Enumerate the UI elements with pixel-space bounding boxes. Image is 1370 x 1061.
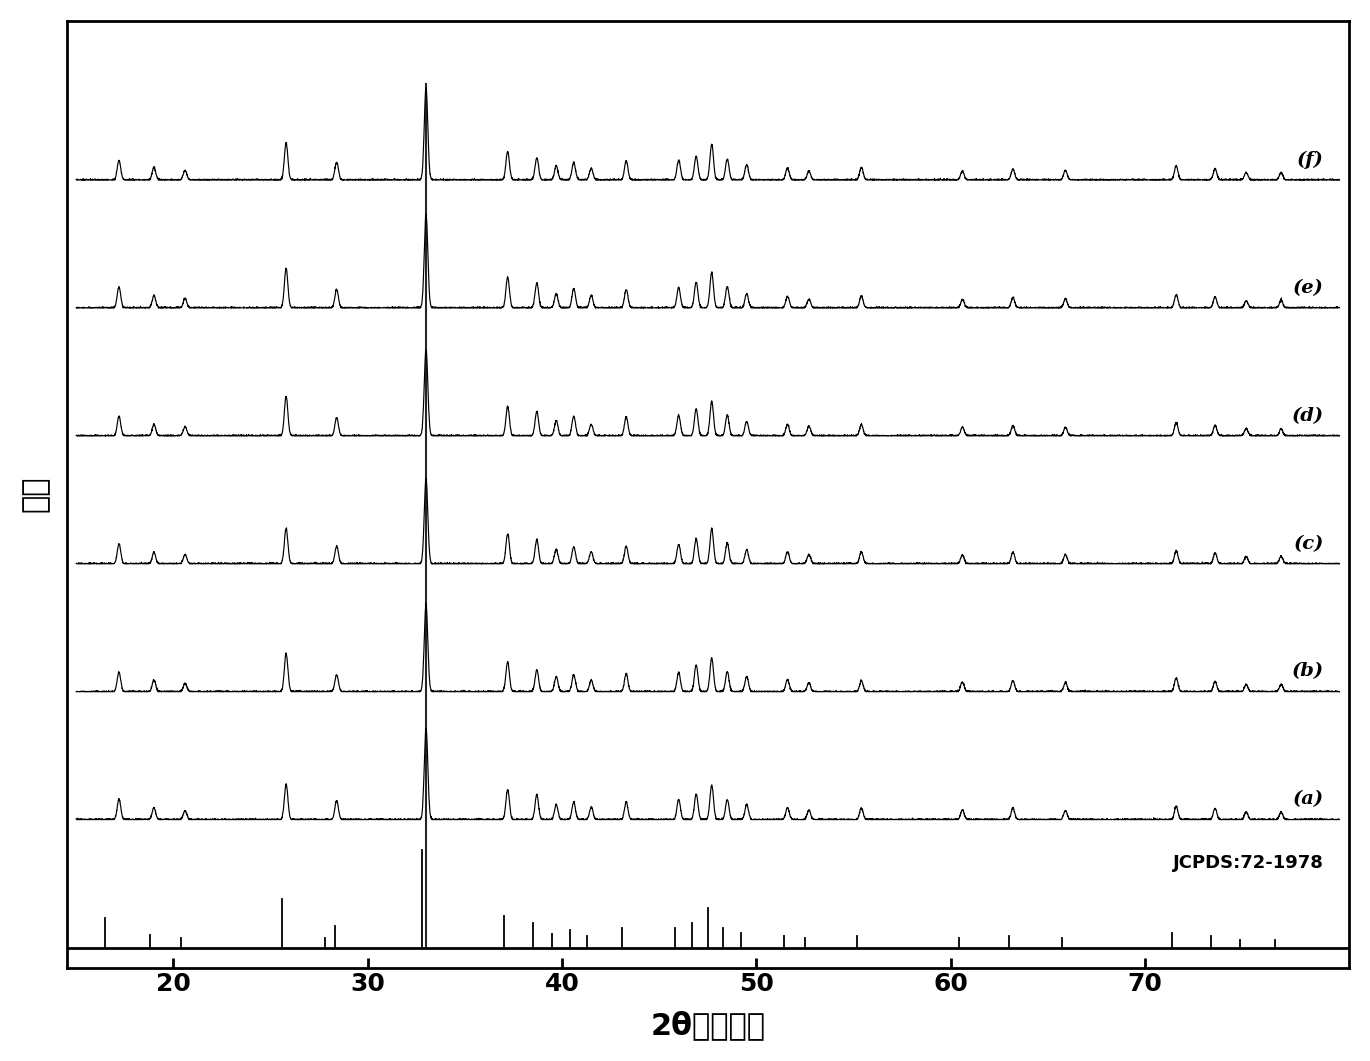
Text: (d): (d) [1292,406,1323,424]
Y-axis label: 强度: 强度 [21,476,49,512]
Text: (f): (f) [1297,151,1323,169]
Text: (c): (c) [1293,535,1323,553]
Text: JCPDS:72-1978: JCPDS:72-1978 [1173,854,1323,872]
Text: (e): (e) [1293,279,1323,297]
X-axis label: 2θ（角度）: 2θ（角度） [651,1010,766,1040]
Text: (b): (b) [1292,662,1323,680]
Text: (a): (a) [1293,790,1323,808]
